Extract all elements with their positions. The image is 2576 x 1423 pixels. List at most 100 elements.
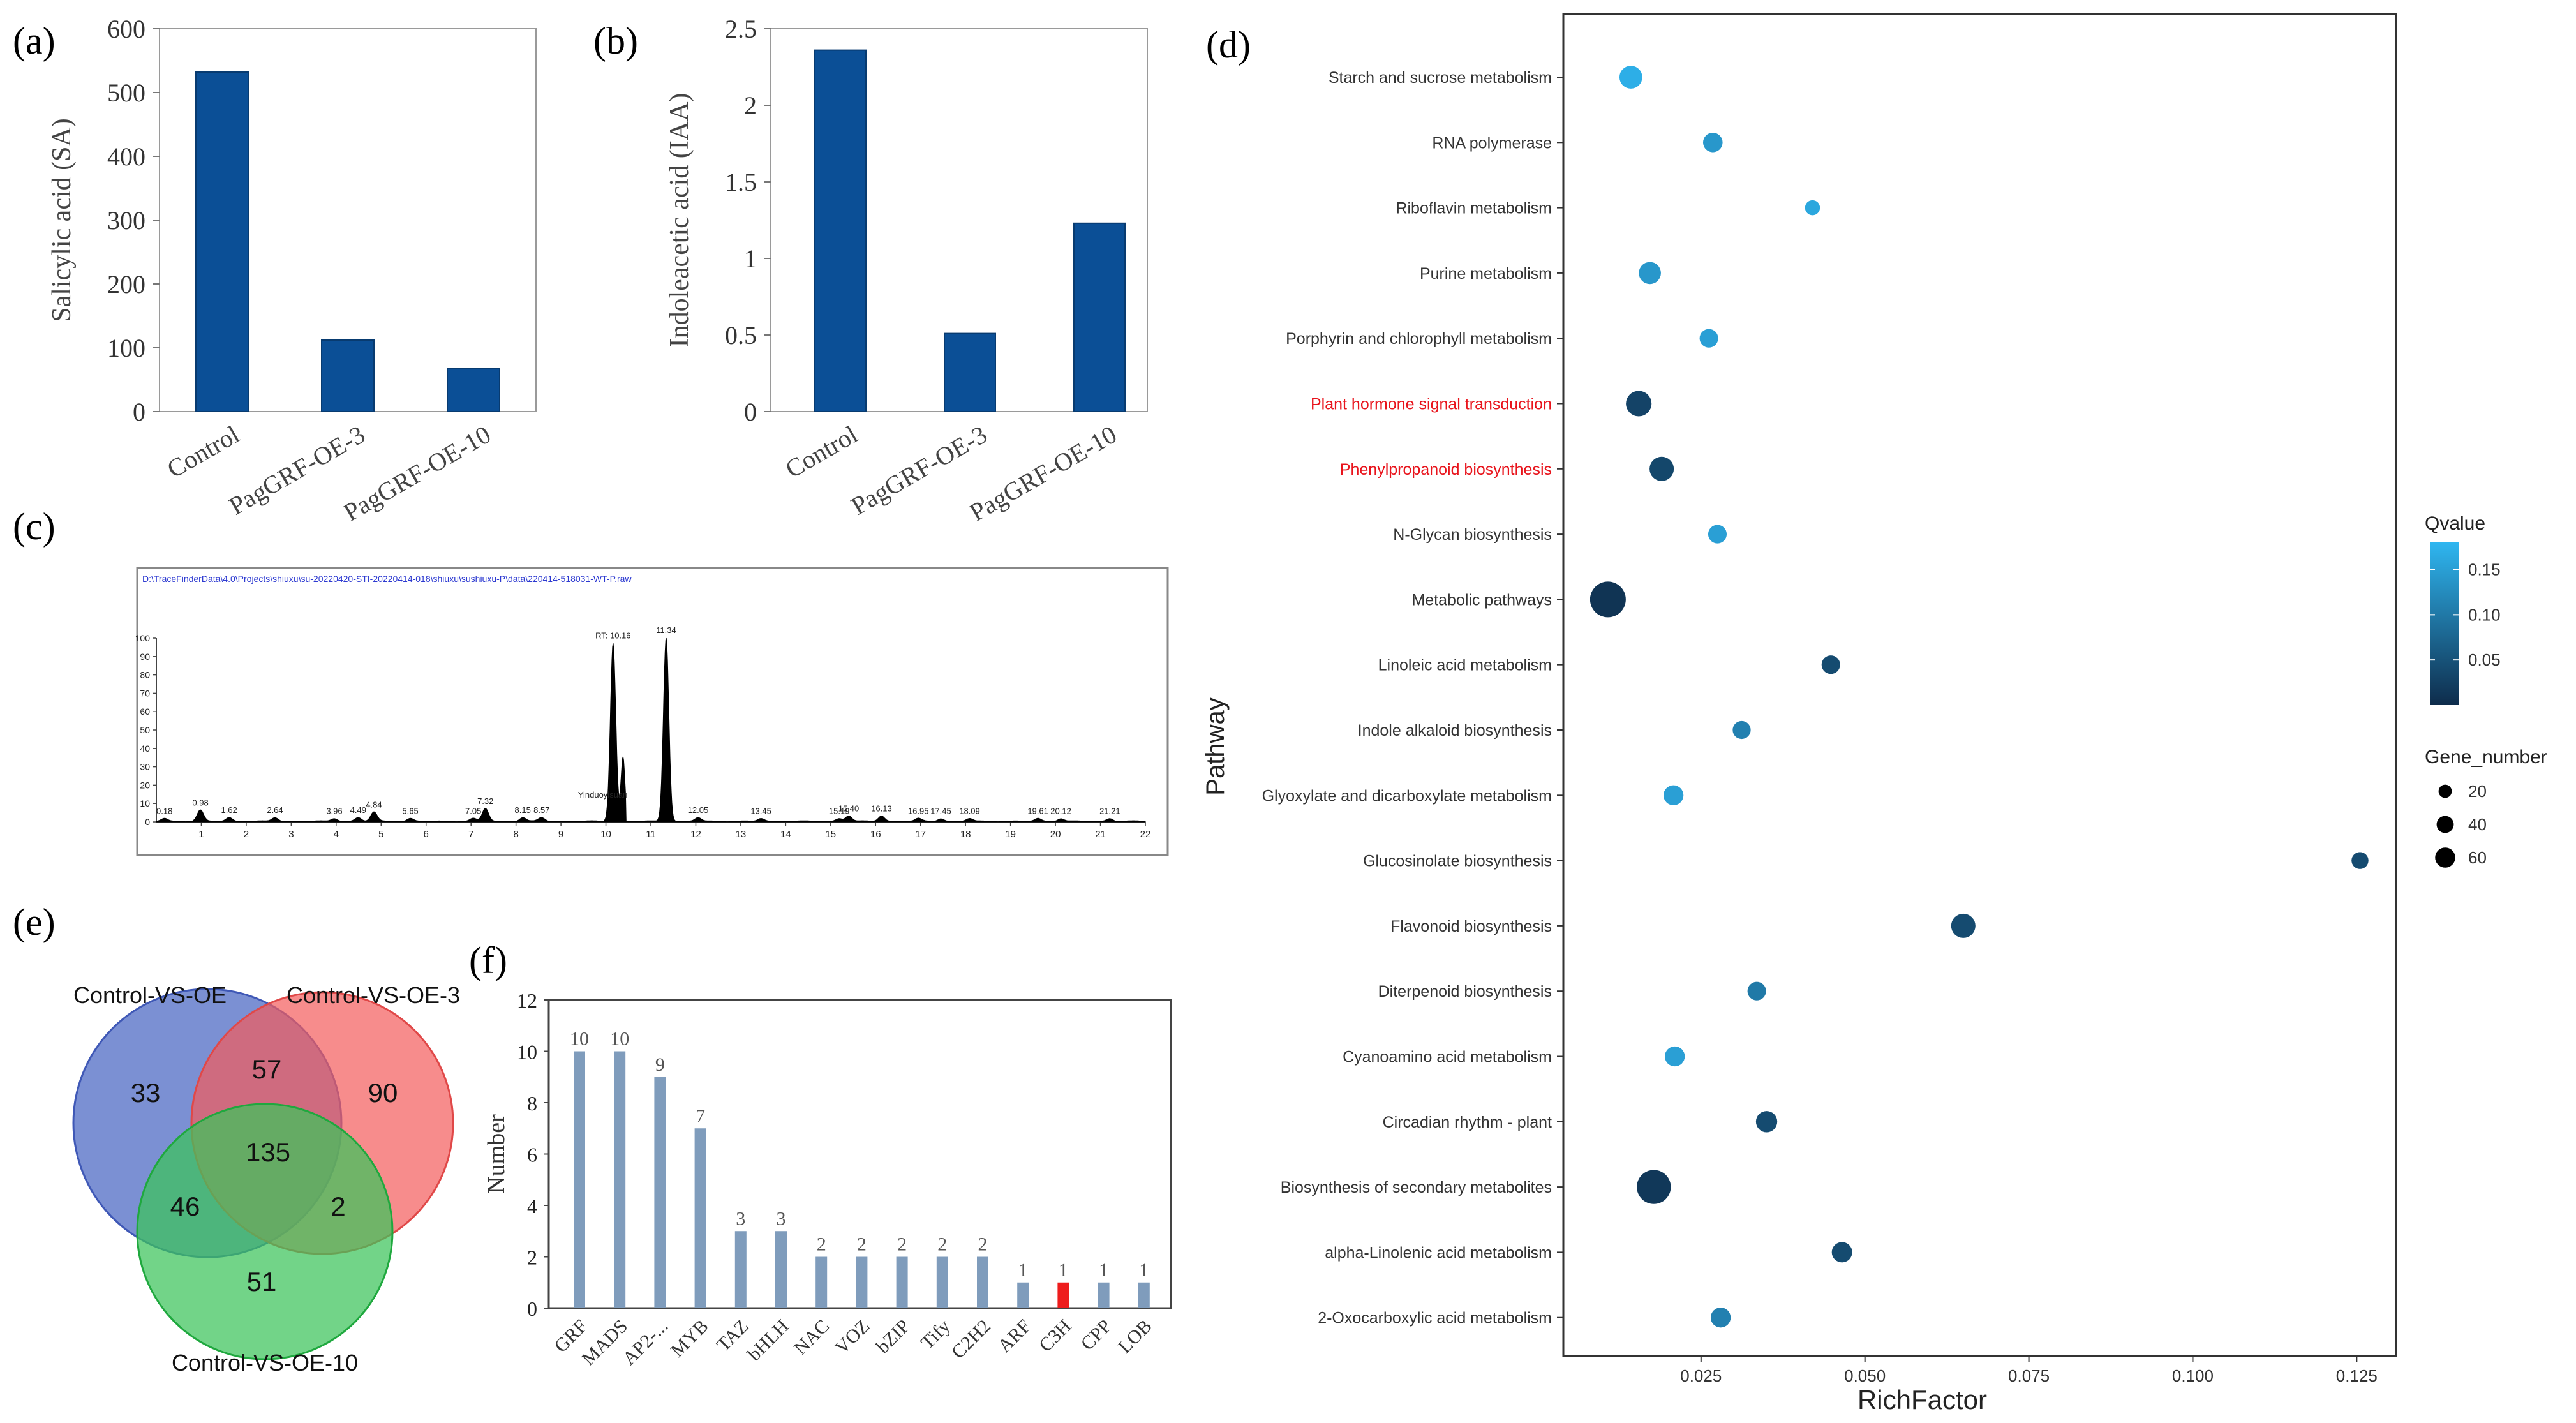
- y-tick-label: 1.5: [725, 168, 757, 197]
- panel-f-bar-chart: 024681012Number10GRF10MADS9AP2-...7MYB3T…: [483, 989, 1172, 1370]
- y-tick-label: 0.5: [725, 321, 757, 350]
- panel-a-bar-chart: 0 100 200 300 400 500 600 Salicylic acid (SA) Co…: [47, 15, 537, 527]
- y-tick-label: 30: [140, 762, 150, 772]
- pathway-label: Cyanoamino acid metabolism: [1343, 1048, 1552, 1066]
- y-tick-label: 100: [107, 334, 145, 362]
- pathway-label: 2-Oxocarboxylic acid metabolism: [1318, 1309, 1552, 1327]
- peak-label: 8.15: [515, 805, 531, 815]
- bar: [447, 368, 500, 412]
- pathway-label: Biosynthesis of secondary metabolites: [1281, 1179, 1552, 1196]
- x-tick-label: Control: [780, 420, 862, 484]
- x-tick-label: 2: [244, 829, 249, 840]
- y-tick-label: 12: [517, 989, 537, 1012]
- x-tick-label: 0.075: [2008, 1366, 2050, 1385]
- venn-set-label: Control-VS-OE-3: [287, 982, 460, 1008]
- x-tick-label: MADS: [578, 1316, 632, 1370]
- peak-label: 20.12: [1050, 807, 1071, 816]
- y-tick-label: 60: [140, 706, 150, 717]
- data-point: [1590, 581, 1626, 618]
- y-tick-label: 1: [744, 244, 757, 273]
- y-tick-label: 80: [140, 670, 150, 680]
- bar: [321, 339, 375, 412]
- size-legend-label: 20: [2468, 782, 2487, 801]
- bar: [574, 1051, 585, 1308]
- peak-label: 4.84: [366, 800, 382, 810]
- data-point: [1708, 525, 1727, 544]
- x-tick-label: 21: [1095, 829, 1106, 840]
- data-label: 2: [857, 1234, 867, 1255]
- pathway-label: Purine metabolism: [1420, 265, 1552, 283]
- y-tick-label: 200: [107, 270, 145, 299]
- data-point: [1639, 262, 1661, 285]
- pathway-label: Flavonoid biosynthesis: [1390, 918, 1552, 935]
- venn-count: 135: [246, 1137, 290, 1167]
- data-label: 3: [736, 1208, 745, 1229]
- peak-label: 0.18: [156, 807, 172, 816]
- x-tick-label: 0.025: [1680, 1366, 1722, 1385]
- data-label: 2: [897, 1234, 907, 1255]
- peak-annotation: Yinduoyisuan: [578, 790, 628, 800]
- colorbar-tick-label: 0.10: [2468, 605, 2501, 624]
- peak-label: 16.13: [871, 803, 892, 813]
- pathway-label: Linoleic acid metabolism: [1378, 657, 1552, 674]
- peak-label: 16.95: [908, 807, 929, 816]
- bar: [1098, 1282, 1110, 1308]
- x-tick-label: 16: [870, 829, 881, 840]
- x-tick-label: MYB: [667, 1316, 713, 1362]
- x-tick-label: 15: [825, 829, 836, 840]
- peak-label: 7.05: [465, 807, 481, 816]
- size-legend-dot: [2435, 847, 2455, 868]
- y-tick-label: 300: [107, 206, 145, 235]
- x-tick-label: 18: [960, 829, 971, 840]
- legend-title: Qvalue: [2425, 513, 2485, 534]
- data-label: 2: [937, 1234, 947, 1255]
- x-tick-label: NAC: [790, 1316, 833, 1359]
- y-tick-label: 50: [140, 725, 150, 735]
- bar: [936, 1256, 948, 1308]
- pathway-label: Circadian rhythm - plant: [1383, 1114, 1552, 1131]
- venn-set-label: Control-VS-OE-10: [172, 1350, 358, 1376]
- peak-label: 1.62: [221, 805, 237, 815]
- pathway-label: Diterpenoid biosynthesis: [1378, 983, 1552, 1001]
- x-tick-label: LOB: [1114, 1316, 1156, 1358]
- y-tick-label: 6: [527, 1144, 537, 1166]
- peak-label: 4.49: [350, 805, 366, 815]
- x-tick-label: 7: [468, 829, 473, 840]
- y-tick-label: 10: [517, 1041, 537, 1064]
- data-point: [1665, 1046, 1685, 1067]
- peak-label: 17.45: [930, 807, 951, 816]
- venn-count: 2: [331, 1191, 345, 1221]
- x-tick-label: 8: [513, 829, 518, 840]
- panel-label-b: (b): [593, 20, 638, 62]
- peak-label: 2.64: [267, 805, 283, 815]
- y-tick-label: 8: [527, 1092, 537, 1115]
- data-point: [1699, 329, 1718, 348]
- data-point: [1626, 391, 1652, 417]
- peak-label: 0.98: [192, 798, 208, 808]
- x-tick-label: 12: [690, 829, 701, 840]
- peak-label: RT: 10.16: [595, 631, 630, 641]
- y-axis-label: Indoleacetic acid (IAA): [665, 93, 694, 348]
- y-tick-label: 2.5: [725, 15, 757, 43]
- x-tick-label: 3: [288, 829, 294, 840]
- data-label: 1: [1018, 1260, 1028, 1281]
- x-tick-label: 19: [1005, 829, 1016, 840]
- peak-label: 3.96: [326, 807, 342, 816]
- peak-label: 18.09: [959, 807, 980, 816]
- bar: [815, 1256, 828, 1308]
- x-tick-label: PagGRF-OE-10: [965, 420, 1122, 527]
- y-tick-label: 500: [107, 78, 145, 107]
- x-tick-label: 22: [1140, 829, 1151, 840]
- pathway-label: Indole alkaloid biosynthesis: [1358, 722, 1552, 740]
- x-tick-label: C2H2: [948, 1316, 995, 1363]
- venn-circle-control-vs-oe-10: [136, 1103, 394, 1360]
- x-tick-label: 0.125: [2336, 1366, 2378, 1385]
- x-tick-label: VOZ: [831, 1316, 874, 1359]
- y-tick-label: 2: [527, 1246, 537, 1269]
- plot-frame: [1562, 13, 2397, 1357]
- x-tick-label: 10: [600, 829, 611, 840]
- y-tick-label: 4: [527, 1195, 537, 1218]
- y-tick-label: 400: [107, 142, 145, 171]
- pathway-label: Plant hormone signal transduction: [1311, 396, 1552, 413]
